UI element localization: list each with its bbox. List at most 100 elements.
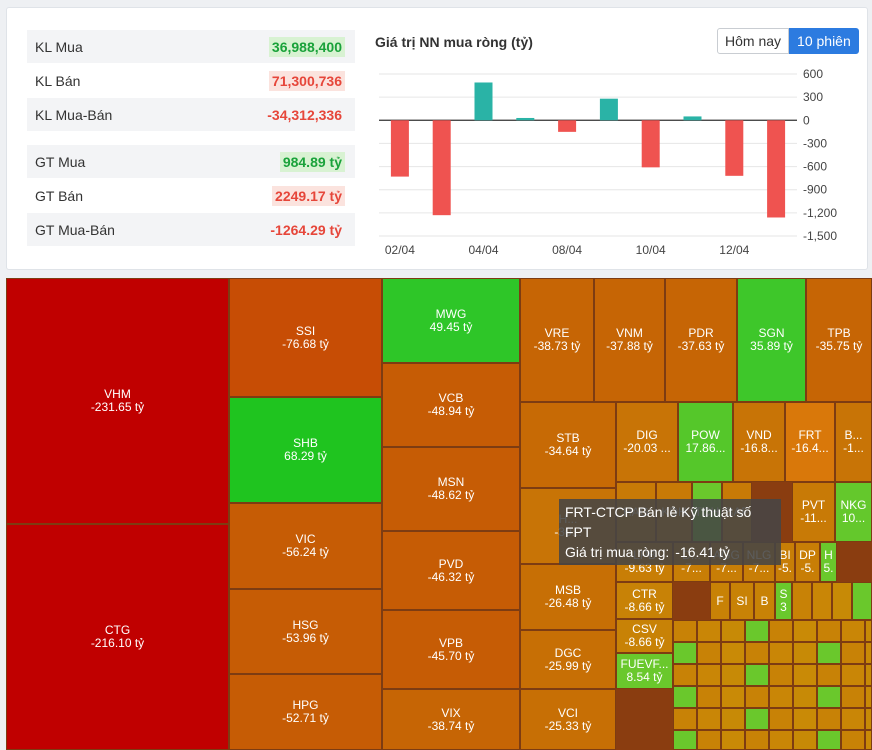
- treemap-cell-small[interactable]: [745, 708, 769, 730]
- treemap-cell-small[interactable]: [769, 664, 793, 686]
- treemap-cell-small[interactable]: [721, 642, 745, 664]
- treemap-cell[interactable]: PVT -11...: [792, 482, 835, 542]
- treemap-cell-small[interactable]: [673, 642, 697, 664]
- treemap-cell[interactable]: VCB -48.94 tỷ: [382, 363, 520, 447]
- treemap-cell-small[interactable]: [793, 730, 817, 750]
- treemap-cell-small[interactable]: [865, 620, 872, 642]
- treemap-cell-small[interactable]: [841, 642, 865, 664]
- treemap-cell-small[interactable]: [697, 730, 721, 750]
- treemap-cell[interactable]: CSV -8.66 tỷ: [616, 619, 673, 653]
- bar[interactable]: [390, 120, 409, 177]
- treemap-cell[interactable]: SSI -76.68 tỷ: [229, 278, 382, 397]
- treemap-cell-small[interactable]: [865, 686, 872, 708]
- treemap-cell[interactable]: PDR -37.63 tỷ: [665, 278, 737, 402]
- treemap-cell[interactable]: TPB -35.75 tỷ: [806, 278, 872, 402]
- treemap-cell-small[interactable]: [673, 686, 697, 708]
- treemap-cell-small[interactable]: [721, 664, 745, 686]
- treemap-cell[interactable]: VRE -38.73 tỷ: [520, 278, 594, 402]
- treemap-cell[interactable]: CTR -8.66 tỷ: [616, 582, 673, 619]
- treemap-cell[interactable]: FRT -16.4...: [785, 402, 835, 482]
- treemap-cell-small[interactable]: [817, 708, 841, 730]
- treemap-cell[interactable]: HSG -53.96 tỷ: [229, 589, 382, 674]
- treemap-cell[interactable]: VNM -37.88 tỷ: [594, 278, 665, 402]
- treemap-cell[interactable]: CTG -216.10 tỷ: [6, 524, 229, 750]
- treemap-cell-small[interactable]: [745, 730, 769, 750]
- treemap-cell-small[interactable]: [745, 642, 769, 664]
- treemap-cell-small[interactable]: [812, 582, 832, 620]
- treemap-cell-small[interactable]: [721, 730, 745, 750]
- treemap-cell[interactable]: DGC -25.99 tỷ: [520, 630, 616, 689]
- treemap-cell-small[interactable]: [817, 730, 841, 750]
- treemap-cell[interactable]: FUEVF... 8.54 tỷ: [616, 653, 673, 689]
- treemap-cell-small[interactable]: [817, 686, 841, 708]
- treemap-cell-small[interactable]: [841, 730, 865, 750]
- treemap-cell[interactable]: MSN -48.62 tỷ: [382, 447, 520, 531]
- treemap-cell[interactable]: VIX -38.74 tỷ: [382, 689, 520, 750]
- treemap-cell-small[interactable]: [792, 582, 812, 620]
- bar[interactable]: [683, 116, 702, 121]
- treemap-cell[interactable]: B: [754, 582, 775, 620]
- treemap-cell-small[interactable]: [673, 664, 697, 686]
- treemap-cell-small[interactable]: [769, 620, 793, 642]
- treemap-cell-small[interactable]: [745, 686, 769, 708]
- treemap-cell-small[interactable]: [852, 582, 872, 620]
- treemap-cell-small[interactable]: [865, 664, 872, 686]
- treemap-cell-small[interactable]: [697, 642, 721, 664]
- treemap-cell[interactable]: STB -34.64 tỷ: [520, 402, 616, 488]
- treemap-cell[interactable]: MSB -26.48 tỷ: [520, 564, 616, 630]
- treemap-cell-small[interactable]: [697, 708, 721, 730]
- treemap-cell-small[interactable]: [817, 664, 841, 686]
- treemap-cell-small[interactable]: [769, 730, 793, 750]
- treemap-cell-small[interactable]: [721, 620, 745, 642]
- treemap-cell-small[interactable]: [793, 620, 817, 642]
- treemap-cell-small[interactable]: [817, 620, 841, 642]
- treemap-cell-small[interactable]: [745, 664, 769, 686]
- treemap-cell-small[interactable]: [721, 686, 745, 708]
- treemap-cell-small[interactable]: [673, 730, 697, 750]
- bar[interactable]: [725, 120, 744, 176]
- bar[interactable]: [558, 120, 577, 132]
- treemap-cell-small[interactable]: [793, 642, 817, 664]
- treemap-cell[interactable]: DIG -20.03 ...: [616, 402, 678, 482]
- treemap-cell-small[interactable]: [673, 620, 697, 642]
- treemap-cell[interactable]: VND -16.8...: [733, 402, 785, 482]
- treemap-cell-small[interactable]: [817, 642, 841, 664]
- treemap-cell-small[interactable]: [769, 708, 793, 730]
- bar[interactable]: [641, 120, 660, 168]
- treemap-cell-small[interactable]: [697, 664, 721, 686]
- treemap-cell[interactable]: MWG 49.45 tỷ: [382, 278, 520, 363]
- treemap-cell-small[interactable]: [697, 686, 721, 708]
- bar[interactable]: [516, 117, 535, 121]
- treemap-cell[interactable]: VHM -231.65 tỷ: [6, 278, 229, 524]
- treemap-cell-small[interactable]: [841, 708, 865, 730]
- treemap-cell[interactable]: PVD -46.32 tỷ: [382, 531, 520, 610]
- treemap-cell[interactable]: H 5.: [820, 542, 837, 582]
- treemap-cell-small[interactable]: [697, 620, 721, 642]
- treemap-cell-small[interactable]: [865, 708, 872, 730]
- bar[interactable]: [474, 82, 493, 121]
- treemap-cell-small[interactable]: [841, 620, 865, 642]
- treemap-cell[interactable]: SHB 68.29 tỷ: [229, 397, 382, 503]
- treemap-cell-small[interactable]: [841, 664, 865, 686]
- tab-today[interactable]: Hôm nay: [717, 28, 790, 54]
- treemap-cell-small[interactable]: [793, 664, 817, 686]
- treemap-cell-small[interactable]: [865, 730, 872, 750]
- treemap-cell[interactable]: VCI -25.33 tỷ: [520, 689, 616, 750]
- treemap-cell[interactable]: DP -5.: [795, 542, 820, 582]
- treemap-cell[interactable]: POW 17.86...: [678, 402, 733, 482]
- treemap-cell-small[interactable]: [769, 642, 793, 664]
- treemap-cell[interactable]: VPB -45.70 tỷ: [382, 610, 520, 689]
- treemap-cell[interactable]: SI: [730, 582, 754, 620]
- treemap-cell-small[interactable]: [832, 582, 852, 620]
- bar[interactable]: [767, 120, 786, 218]
- treemap-cell[interactable]: VIC -56.24 tỷ: [229, 503, 382, 589]
- treemap-cell-small[interactable]: [793, 686, 817, 708]
- treemap-cell-small[interactable]: [769, 686, 793, 708]
- treemap-cell-small[interactable]: [673, 708, 697, 730]
- treemap-cell[interactable]: F: [710, 582, 730, 620]
- treemap-cell[interactable]: NKG 10...: [835, 482, 872, 542]
- tab-10-sessions[interactable]: 10 phiên: [789, 28, 859, 54]
- treemap-cell-small[interactable]: [865, 642, 872, 664]
- treemap-cell-small[interactable]: [841, 686, 865, 708]
